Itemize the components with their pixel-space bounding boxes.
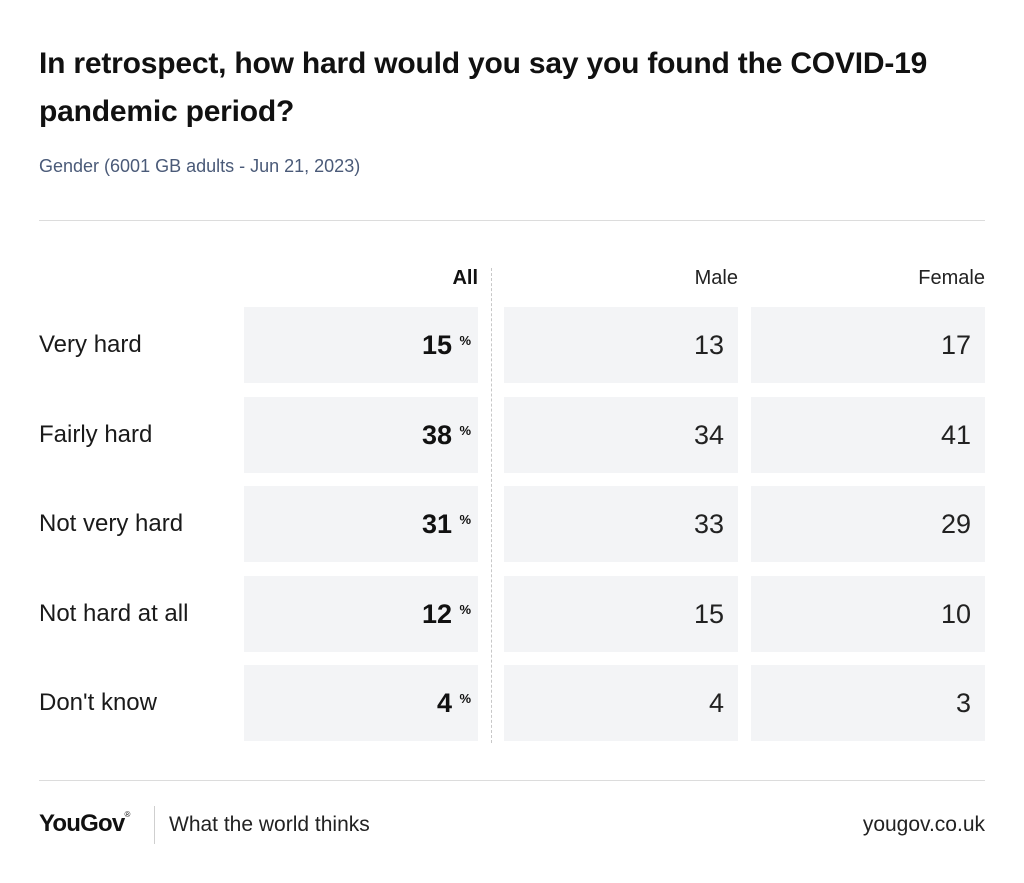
cell-value: 4 (708, 688, 724, 718)
cell-value: 15 (421, 330, 452, 360)
row-label: Very hard (39, 331, 142, 358)
cell-male: 33 (504, 486, 738, 562)
cell-value: 3 (955, 688, 971, 718)
cell-value: 17 (940, 330, 971, 360)
percent-sign: % (459, 691, 471, 706)
cell-male: 15 (504, 576, 738, 652)
cell-value: 38 (421, 420, 452, 450)
cell-value: 15 (693, 599, 724, 629)
row-label: Not very hard (39, 510, 184, 537)
cell-all: 4% (244, 665, 478, 741)
cell-all: 31% (244, 486, 478, 562)
row-label: Fairly hard (39, 421, 153, 448)
cell-value: 41 (940, 420, 971, 450)
yougov-logo: YouGov® (39, 810, 130, 838)
column-header-female: Female (918, 267, 985, 289)
row-label: Don't know (39, 689, 157, 716)
footer-url: yougov.co.uk (862, 813, 985, 836)
cell-value: 4 (436, 688, 452, 718)
cell-all: 12% (244, 576, 478, 652)
top-divider (39, 220, 985, 221)
percent-sign: % (459, 423, 471, 438)
logo-text: YouGov (39, 810, 125, 837)
percent-sign: % (459, 512, 471, 527)
cell-female: 29 (751, 486, 985, 562)
bottom-divider (39, 780, 985, 781)
percent-sign: % (459, 602, 471, 617)
footer-separator (154, 806, 155, 844)
cell-value: 34 (693, 420, 724, 450)
cell-value: 29 (940, 509, 971, 539)
cell-male: 34 (504, 397, 738, 473)
column-header-male: Male (694, 267, 738, 289)
cell-female: 10 (751, 576, 985, 652)
cell-female: 41 (751, 397, 985, 473)
chart-title: In retrospect, how hard would you say yo… (39, 47, 928, 128)
column-divider (491, 268, 492, 743)
cell-value: 10 (940, 599, 971, 629)
footer-tagline: What the world thinks (169, 813, 370, 836)
cell-female: 17 (751, 307, 985, 383)
row-label: Not hard at all (39, 600, 189, 627)
cell-all: 38% (244, 397, 478, 473)
cell-value: 12 (421, 599, 452, 629)
cell-value: 13 (693, 330, 724, 360)
chart-subtitle: Gender (6001 GB adults - Jun 21, 2023) (39, 156, 361, 176)
cell-female: 3 (751, 665, 985, 741)
registered-mark: ® (124, 810, 131, 819)
column-header-all: All (452, 267, 478, 289)
percent-sign: % (459, 333, 471, 348)
cell-male: 4 (504, 665, 738, 741)
cell-value: 33 (693, 509, 724, 539)
cell-male: 13 (504, 307, 738, 383)
cell-value: 31 (421, 509, 452, 539)
cell-all: 15% (244, 307, 478, 383)
